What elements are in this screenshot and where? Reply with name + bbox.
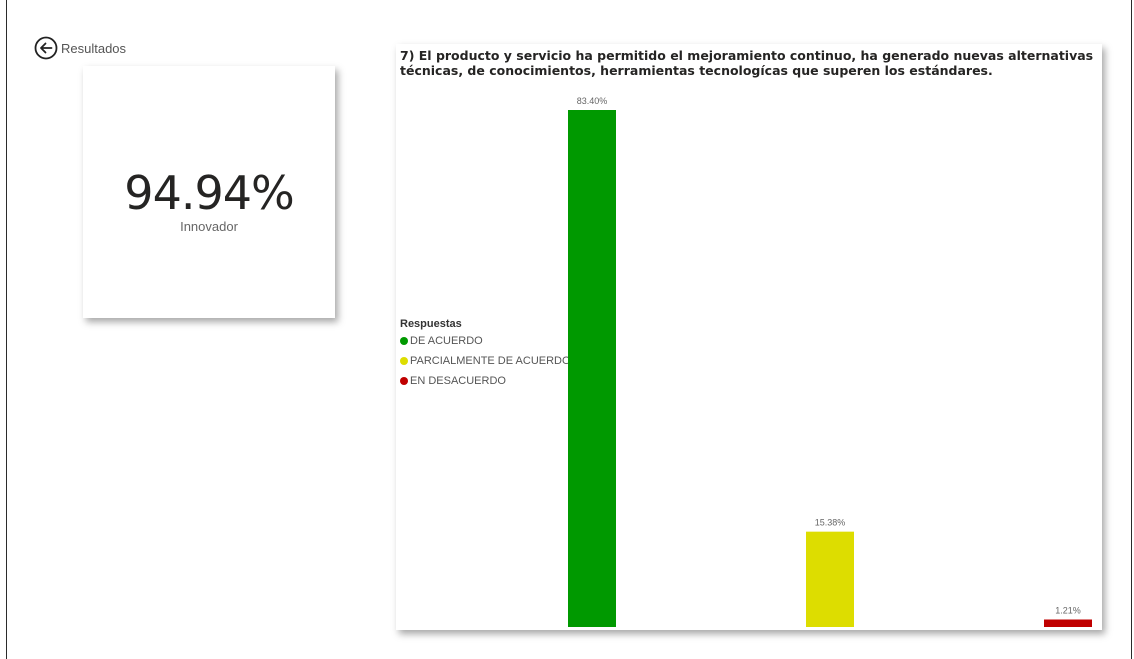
bar-en-desacuerdo[interactable]	[1044, 619, 1092, 627]
legend-label: DE ACUERDO	[410, 335, 483, 347]
data-label: 83.40%	[577, 96, 608, 106]
legend-title: Respuestas	[400, 318, 462, 330]
bar-parcialmente-de-acuerdo[interactable]	[806, 531, 854, 627]
back-button[interactable]: Resultados	[34, 36, 126, 60]
legend-label: PARCIALMENTE DE ACUERDO	[410, 355, 571, 367]
legend-dot-icon	[400, 357, 408, 365]
legend-item-de-acuerdo[interactable]: DE ACUERDO	[400, 334, 571, 348]
legend-label: EN DESACUERDO	[410, 375, 506, 387]
kpi-label: Innovador	[180, 219, 238, 234]
legend-item-parcialmente-de-acuerdo[interactable]: PARCIALMENTE DE ACUERDO	[400, 354, 571, 368]
chart-card[interactable]	[396, 44, 1102, 630]
chart-legend: Respuestas DE ACUERDO PARCIALMENTE DE AC…	[400, 318, 571, 394]
legend-item-en-desacuerdo[interactable]: EN DESACUERDO	[400, 374, 571, 388]
page-frame	[6, 0, 1132, 659]
back-label: Resultados	[61, 40, 127, 56]
chart-title: 7) El producto y servicio ha permitido e…	[400, 48, 1094, 78]
legend-dot-icon	[400, 337, 408, 345]
kpi-value: 94.94%	[124, 166, 294, 220]
legend-dot-icon	[400, 377, 408, 385]
data-label: 15.38%	[815, 518, 846, 528]
kpi-card[interactable]	[83, 66, 335, 318]
back-arrow-icon	[34, 36, 58, 60]
data-label: 1.21%	[1055, 605, 1081, 615]
bar-de-acuerdo[interactable]	[568, 110, 616, 627]
